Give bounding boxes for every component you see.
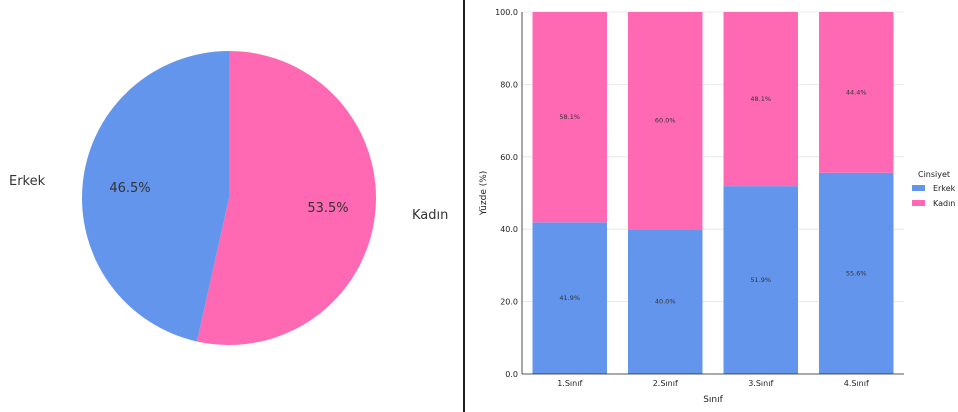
- bar-value-label: 40.0%: [655, 298, 676, 306]
- bar-value-label: 51.9%: [750, 276, 771, 284]
- x-tick-label: 2.Sınıf: [653, 379, 678, 388]
- bar-segment-erkek: [628, 229, 703, 374]
- bar-value-label: 48.1%: [750, 95, 771, 103]
- bar-segment-erkek: [723, 186, 798, 374]
- legend-title: Cinsiyet: [918, 170, 950, 179]
- pie-label-kadin: Kadın: [412, 208, 448, 223]
- legend-label-erkek: Erkek: [933, 184, 956, 193]
- x-tick-label: 1.Sınıf: [557, 379, 582, 388]
- pie-slice-kadin: [196, 51, 377, 345]
- legend-label-kadin: Kadın: [933, 199, 955, 208]
- bar-value-label: 58.1%: [559, 113, 580, 121]
- y-tick-label: 20.0: [500, 298, 518, 307]
- bar-value-label: 60.0%: [655, 117, 676, 125]
- bar-value-label: 44.4%: [846, 88, 867, 96]
- y-tick-label: 0.0: [505, 370, 518, 379]
- bar-segment-kadin: [819, 12, 894, 173]
- stacked-bar-chart: 41.9% 58.1% 40.0% 60.0% 51.9% 48.1% 55.6% 44.4%…: [479, 8, 956, 405]
- pie-chart: Erkek Kadın 46.5% 53.5%: [9, 51, 448, 345]
- y-tick-label: 80.0: [500, 80, 518, 89]
- x-tick-labels: 1.Sınıf 2.Sınıf 3.Sınıf 4.Sınıf: [557, 379, 869, 388]
- segment-labels: 41.9% 58.1% 40.0% 60.0% 51.9% 48.1% 55.6% 44.4%: [559, 88, 866, 305]
- legend-swatch-erkek: [912, 185, 925, 191]
- panel-divider: [463, 0, 465, 412]
- legend: Cinsiyet Erkek Kadın: [912, 170, 956, 208]
- y-tick-labels: 0.0 20.0 40.0 60.0 80.0 100.0: [495, 8, 518, 379]
- bar-value-label: 55.6%: [846, 269, 867, 277]
- bar-segment-kadin: [628, 12, 703, 230]
- pie-slice-erkek: [82, 51, 229, 342]
- pie-value-kadin: 53.5%: [307, 201, 348, 216]
- y-tick-label: 60.0: [500, 153, 518, 162]
- pie-value-erkek: 46.5%: [109, 181, 150, 196]
- x-tick-label: 3.Sınıf: [748, 379, 773, 388]
- bar-segment-erkek: [819, 172, 894, 374]
- bars: [532, 12, 894, 374]
- pie-slices: [82, 51, 377, 345]
- bar-segment-kadin: [723, 12, 798, 187]
- pie-label-erkek: Erkek: [9, 174, 46, 189]
- y-axis-title: Yüzde (%): [479, 171, 489, 217]
- bar-value-label: 41.9%: [559, 294, 580, 302]
- x-tick-label: 4.Sınıf: [844, 379, 869, 388]
- y-tick-label: 40.0: [500, 225, 518, 234]
- legend-swatch-kadin: [912, 200, 925, 206]
- bar-segment-kadin: [532, 12, 607, 223]
- bar-segment-erkek: [532, 222, 607, 374]
- y-tick-label: 100.0: [495, 8, 518, 17]
- x-axis-title: Sınıf: [703, 395, 723, 405]
